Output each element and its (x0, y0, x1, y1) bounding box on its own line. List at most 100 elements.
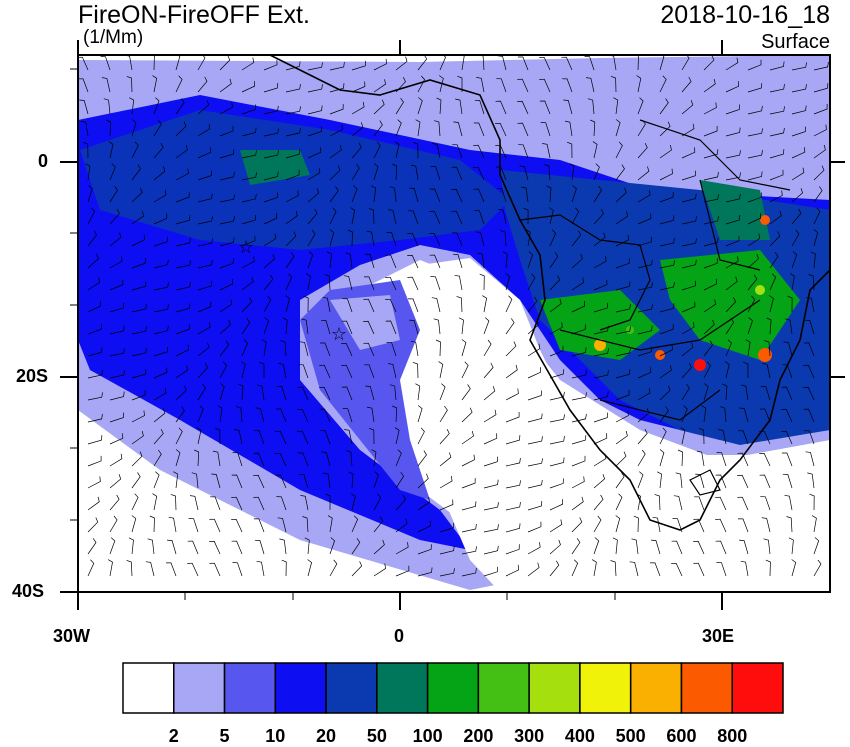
wind-barb (809, 493, 815, 511)
wind-barb (807, 472, 815, 489)
wind-barb (363, 298, 375, 313)
wind-barb (539, 100, 551, 115)
wind-barb (788, 537, 794, 555)
wind-barb (739, 407, 749, 423)
wind-barb (681, 170, 696, 181)
wind-barb (175, 406, 185, 423)
wind-barb (637, 428, 648, 445)
wind-barb (329, 83, 345, 93)
wind-barb (417, 520, 431, 533)
wind-barb (461, 501, 477, 511)
wind-barb (82, 141, 89, 159)
wind-barb (760, 496, 771, 511)
wind-barb (302, 516, 309, 533)
wind-barb (387, 363, 397, 379)
wind-barb (395, 119, 402, 137)
wind-barb (365, 385, 375, 401)
wind-barb (637, 367, 652, 379)
wind-barb (341, 386, 353, 401)
wind-barb (747, 171, 763, 181)
colorbar-tick-label: 800 (717, 726, 748, 746)
wind-barb (791, 62, 807, 71)
wind-barb (410, 164, 419, 181)
wind-barb (483, 386, 496, 401)
wind-barb (197, 100, 210, 115)
wind-barb (811, 515, 817, 533)
wind-barb (681, 342, 694, 357)
wind-barb (571, 277, 585, 291)
wind-barb (109, 302, 125, 313)
wind-barb (505, 480, 521, 489)
wind-barb (348, 471, 354, 489)
wind-barb (254, 430, 265, 445)
wind-barb (461, 523, 477, 533)
wind-barb (131, 187, 143, 203)
wind-barb (703, 299, 717, 313)
wind-barb (87, 455, 102, 467)
wind-barb (439, 405, 448, 423)
wind-barb (571, 185, 577, 203)
wind-barb (341, 342, 353, 357)
wind-barb (219, 258, 234, 269)
wind-barb (385, 298, 397, 313)
wind-barb (681, 147, 696, 159)
wind-barb (152, 493, 158, 511)
wind-barb (257, 384, 265, 401)
wind-barb (108, 141, 114, 159)
wind-barb (109, 433, 124, 445)
wind-barb (395, 471, 405, 489)
wind-barb (109, 209, 120, 225)
wind-barb (813, 537, 820, 555)
wind-barb (456, 296, 463, 313)
wind-barb (109, 232, 122, 247)
wind-barb (275, 408, 287, 423)
svg-text:☆: ☆ (331, 324, 347, 345)
wind-barb (410, 340, 419, 357)
wind-barb (671, 562, 683, 577)
wind-barb (263, 105, 279, 115)
wind-barb (813, 124, 827, 137)
wind-barb (564, 120, 573, 137)
wind-barb (197, 193, 213, 203)
wind-barb (500, 230, 507, 247)
wind-barb (549, 345, 564, 357)
wind-barb (615, 234, 629, 247)
wind-barb (593, 232, 606, 247)
wind-barb (263, 295, 272, 313)
wind-barb (517, 78, 529, 93)
wind-barb (385, 254, 397, 269)
wind-barb (584, 56, 595, 71)
wind-barb (175, 427, 183, 445)
wind-barb (285, 127, 301, 137)
wind-barb (351, 101, 365, 115)
wind-barb (152, 75, 158, 93)
wind-barb (366, 230, 375, 247)
wind-barb (351, 142, 362, 159)
wind-barb (715, 518, 727, 533)
wind-barb (153, 213, 168, 225)
wind-barb (87, 277, 101, 291)
wind-barb (473, 188, 485, 203)
wind-barb (671, 540, 683, 555)
wind-barb (593, 433, 608, 445)
wind-barb (109, 391, 125, 401)
wind-barb (329, 145, 342, 159)
wind-barb (782, 473, 793, 489)
wind-barb (322, 296, 331, 313)
wind-barb (87, 476, 101, 489)
wind-barb (103, 98, 111, 115)
wind-barb (285, 273, 293, 291)
wind-barb (319, 364, 331, 379)
wind-barb (675, 472, 683, 489)
wind-barb (78, 78, 89, 93)
wind-barb (505, 273, 510, 291)
wind-barb (351, 60, 367, 71)
wind-barb (519, 165, 529, 181)
wind-barb (637, 325, 653, 335)
wind-barb (341, 364, 353, 379)
wind-barb (263, 274, 274, 291)
wind-barb (131, 326, 147, 335)
wind-barb (108, 559, 113, 577)
wind-barb (210, 496, 221, 511)
wind-barb (329, 165, 341, 181)
